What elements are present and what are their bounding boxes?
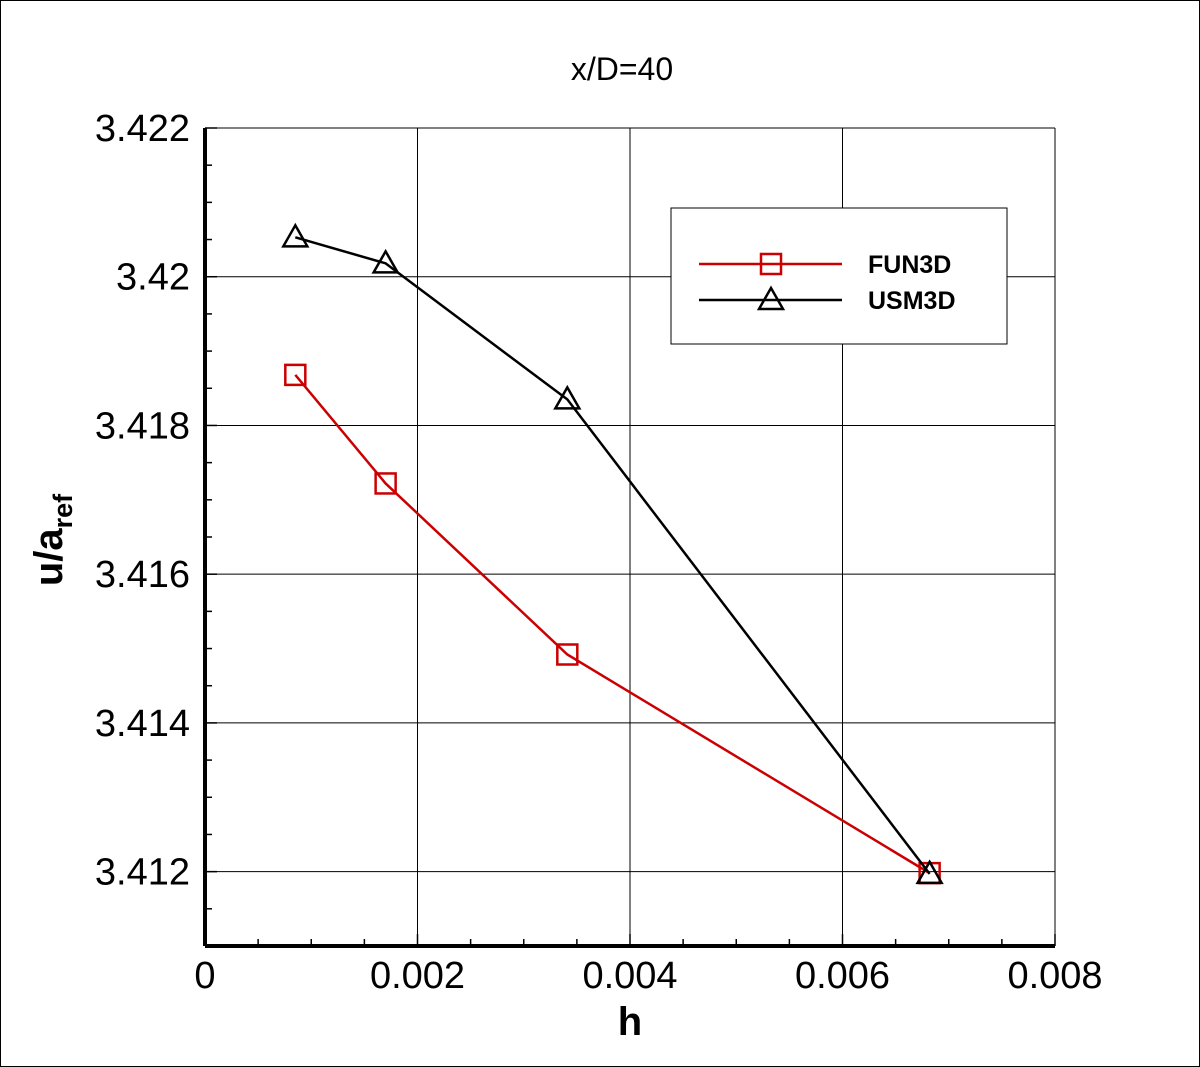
legend-entry-fun3d: FUN3D xyxy=(699,251,951,279)
legend-marker xyxy=(759,252,783,276)
x-tick-label: 0.002 xyxy=(370,955,465,997)
series-fun3d xyxy=(284,363,941,885)
legend-entries: FUN3D USM3D xyxy=(699,251,956,315)
y-tick-label: 3.422 xyxy=(95,108,190,150)
y-tick-label: 3.412 xyxy=(95,852,190,894)
y-tick-label: 3.416 xyxy=(95,554,190,596)
data-point-usm3d xyxy=(371,248,400,274)
x-tick-label: 0.006 xyxy=(795,955,890,997)
data-point-usm3d xyxy=(553,384,582,410)
data-point-fun3d xyxy=(284,363,307,387)
x-tick-label: 0.004 xyxy=(582,955,677,997)
chart-title: x/D=40 xyxy=(571,51,673,87)
y-axis-label: u/aref xyxy=(27,493,78,586)
series-layer xyxy=(281,222,944,885)
legend-label: USM3D xyxy=(868,287,956,315)
legend-label: FUN3D xyxy=(868,251,951,279)
series-line-usm3d xyxy=(294,236,931,875)
data-point-fun3d xyxy=(374,472,397,495)
series-line-fun3d xyxy=(294,374,931,875)
legend: FUN3D USM3D xyxy=(670,207,1008,345)
data-point-fun3d xyxy=(556,643,579,666)
y-axis-label-sub: ref xyxy=(48,493,78,529)
legend-box xyxy=(670,207,1008,345)
x-axis-label: h xyxy=(618,1000,642,1044)
x-tick-label: 0.008 xyxy=(1007,955,1102,997)
legend-marker xyxy=(756,285,786,311)
x-axis-ticks: 0 0.002 0.004 0.006 0.008 xyxy=(194,934,1103,997)
y-tick-label: 3.418 xyxy=(95,405,190,447)
series-usm3d xyxy=(281,222,944,885)
legend-entry-usm3d: USM3D xyxy=(699,285,956,315)
y-axis-label-main: u/a xyxy=(27,528,71,587)
y-tick-label: 3.414 xyxy=(95,703,190,745)
y-axis-ticks: 3.412 3.414 3.416 3.418 3.42 3.422 xyxy=(95,108,217,947)
data-point-usm3d xyxy=(915,859,944,885)
x-tick-label: 0 xyxy=(194,955,215,997)
y-tick-label: 3.42 xyxy=(116,257,190,299)
data-point-usm3d xyxy=(281,222,310,248)
